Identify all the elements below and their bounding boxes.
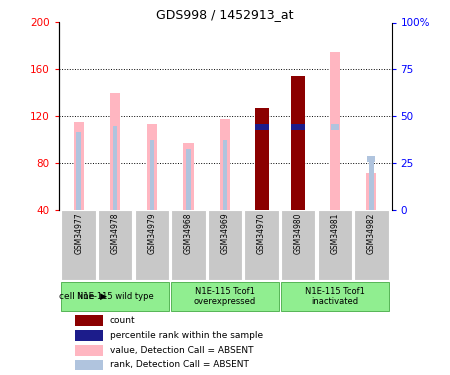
Text: GSM34969: GSM34969 bbox=[220, 212, 230, 254]
Text: GSM34981: GSM34981 bbox=[330, 212, 339, 254]
Text: GSM34978: GSM34978 bbox=[111, 212, 120, 254]
Bar bbox=[255, 108, 269, 210]
Text: cell line  ▶: cell line ▶ bbox=[59, 292, 107, 301]
Text: GSM34977: GSM34977 bbox=[74, 212, 83, 254]
Bar bbox=[171, 282, 279, 311]
Bar bbox=[75, 330, 103, 341]
Bar bbox=[76, 132, 81, 210]
Text: N1E-115 Tcof1
inactivated: N1E-115 Tcof1 inactivated bbox=[305, 287, 365, 306]
Bar bbox=[354, 210, 388, 280]
Text: GSM34982: GSM34982 bbox=[367, 212, 376, 254]
Text: N1E-115 wild type: N1E-115 wild type bbox=[77, 292, 153, 301]
Bar bbox=[291, 124, 305, 130]
Bar bbox=[330, 52, 340, 210]
Bar bbox=[75, 345, 103, 356]
Text: percentile rank within the sample: percentile rank within the sample bbox=[110, 331, 263, 340]
Bar bbox=[75, 315, 103, 326]
Bar bbox=[113, 126, 117, 210]
Bar bbox=[244, 210, 279, 280]
Bar bbox=[369, 161, 374, 210]
Bar bbox=[367, 156, 375, 162]
Bar bbox=[147, 124, 157, 210]
Bar bbox=[255, 124, 269, 130]
Bar bbox=[318, 210, 352, 280]
Text: count: count bbox=[110, 316, 135, 325]
Bar bbox=[331, 124, 339, 130]
Bar bbox=[149, 140, 154, 210]
Text: rank, Detection Call = ABSENT: rank, Detection Call = ABSENT bbox=[110, 360, 249, 369]
Bar bbox=[281, 282, 388, 311]
Bar bbox=[75, 360, 103, 370]
Bar bbox=[186, 149, 191, 210]
Title: GDS998 / 1452913_at: GDS998 / 1452913_at bbox=[156, 8, 294, 21]
Text: value, Detection Call = ABSENT: value, Detection Call = ABSENT bbox=[110, 346, 253, 355]
Bar bbox=[208, 210, 242, 280]
Bar bbox=[98, 210, 132, 280]
Bar bbox=[62, 282, 169, 311]
Bar bbox=[135, 210, 169, 280]
Text: GSM34968: GSM34968 bbox=[184, 212, 193, 254]
Text: N1E-115 Tcof1
overexpressed: N1E-115 Tcof1 overexpressed bbox=[194, 287, 256, 306]
Text: GSM34980: GSM34980 bbox=[294, 212, 303, 254]
Bar bbox=[183, 143, 194, 210]
Bar bbox=[223, 140, 227, 210]
Text: GSM34970: GSM34970 bbox=[257, 212, 266, 254]
Bar bbox=[291, 76, 305, 210]
Bar bbox=[171, 210, 206, 280]
Bar bbox=[73, 122, 84, 210]
Bar bbox=[62, 210, 96, 280]
Bar bbox=[110, 93, 120, 210]
Bar bbox=[366, 172, 377, 210]
Bar bbox=[220, 118, 230, 210]
Bar bbox=[281, 210, 315, 280]
Text: GSM34979: GSM34979 bbox=[147, 212, 156, 254]
